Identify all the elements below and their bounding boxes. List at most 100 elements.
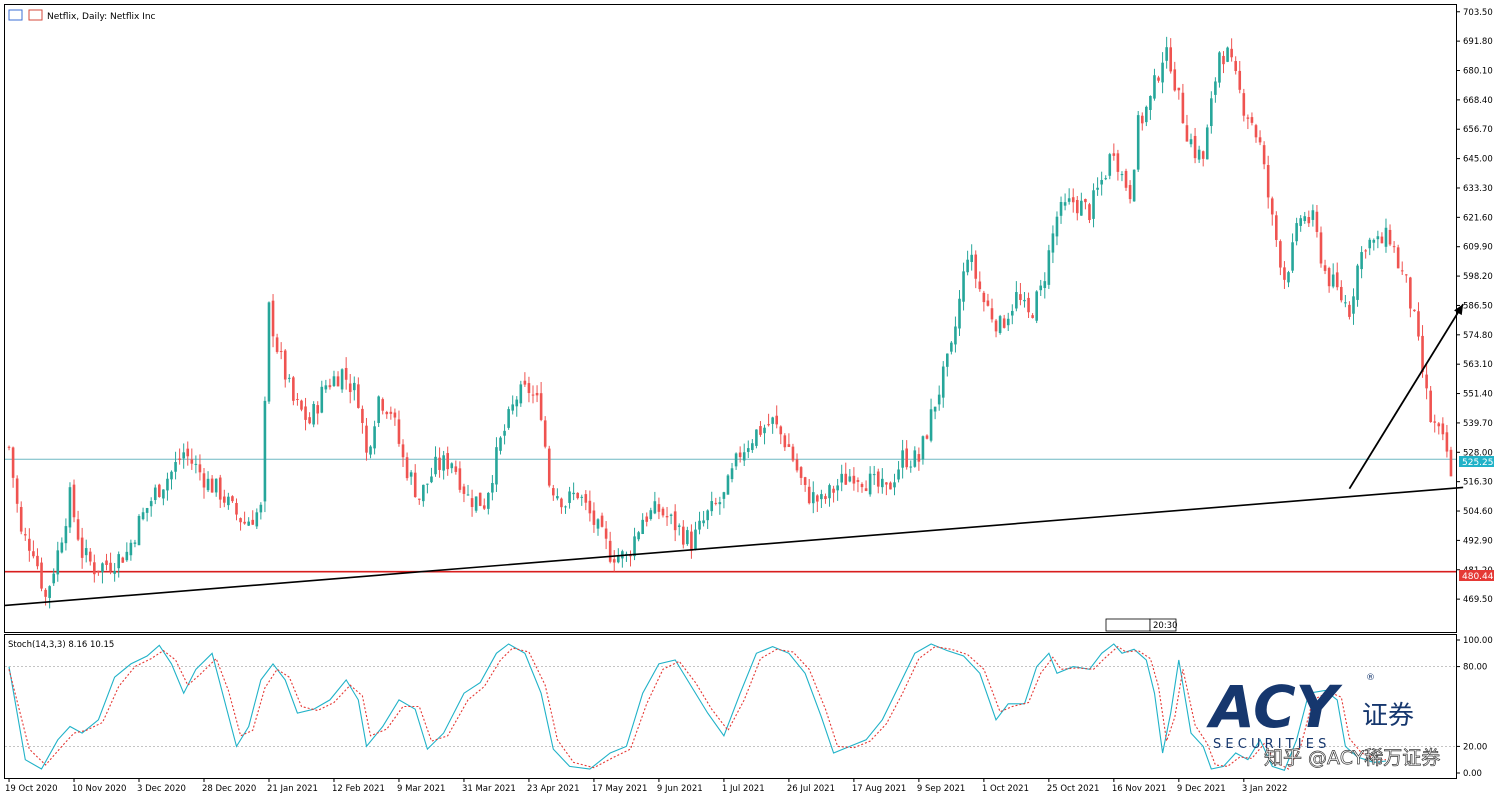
candle-body xyxy=(881,478,884,488)
watermark-registered: ® xyxy=(1366,673,1375,683)
candle-body xyxy=(332,376,336,386)
time-tick-label: 3 Dec 2020 xyxy=(137,784,186,794)
candle-body xyxy=(1096,187,1099,190)
bar-chart-icon[interactable] xyxy=(28,9,43,21)
candle-body xyxy=(15,478,19,504)
candle-body xyxy=(921,436,925,460)
candle-body xyxy=(1425,374,1428,389)
candle-body xyxy=(596,519,600,529)
candle-body xyxy=(251,519,255,525)
candle-body xyxy=(1364,250,1367,252)
candle-body xyxy=(645,516,649,522)
candle-body xyxy=(125,551,129,561)
time-tick-label: 31 Mar 2021 xyxy=(462,784,516,794)
candle-body xyxy=(978,281,982,290)
trendline xyxy=(4,486,1464,607)
candle-body xyxy=(1238,70,1242,90)
candle-body xyxy=(746,448,750,452)
candle-body xyxy=(1392,246,1396,248)
candle-body xyxy=(1348,304,1351,317)
candle-body xyxy=(48,586,51,598)
candle-body xyxy=(129,542,133,556)
candle-body xyxy=(1295,223,1298,242)
candle-body xyxy=(864,488,868,491)
candle-body xyxy=(162,489,165,499)
candle-body xyxy=(649,510,653,520)
candle-body xyxy=(153,487,157,501)
candle-body xyxy=(93,562,96,575)
candle-body xyxy=(1299,218,1302,226)
candle-body xyxy=(202,473,206,488)
candle-body xyxy=(36,555,39,567)
time-tick-label: 16 Nov 2021 xyxy=(1112,784,1166,794)
candle-body xyxy=(373,426,376,449)
candle-body xyxy=(665,516,669,518)
candle-body xyxy=(263,400,267,502)
grid-menu-icon[interactable] xyxy=(8,9,23,21)
candle-body xyxy=(23,534,27,536)
candle-body xyxy=(779,426,783,435)
candle-body xyxy=(417,498,421,500)
candle-body xyxy=(694,529,697,550)
candle-body xyxy=(369,446,372,455)
candle-body xyxy=(1262,145,1266,165)
candle-body xyxy=(1120,174,1124,176)
candle-body xyxy=(832,488,835,493)
candle-body xyxy=(515,399,519,407)
candle-body xyxy=(206,478,210,491)
candle-body xyxy=(1027,297,1030,313)
price-tick-label: 680.10 xyxy=(1463,67,1493,77)
candle-body xyxy=(1319,232,1323,264)
candle-body xyxy=(641,519,644,534)
candle-body xyxy=(52,573,56,584)
candle-body xyxy=(868,473,872,495)
candle-body xyxy=(771,417,774,424)
candle-body xyxy=(482,505,486,509)
candle-body xyxy=(929,409,933,441)
candle-body xyxy=(1433,421,1437,423)
candle-body xyxy=(1136,115,1140,170)
candle-body xyxy=(824,496,827,500)
price-tick-label: 621.60 xyxy=(1463,213,1493,223)
candle-body xyxy=(1311,210,1315,220)
candle-body xyxy=(673,511,677,531)
current-price-box xyxy=(1459,456,1494,467)
candle-body xyxy=(357,384,360,408)
candle-body xyxy=(287,377,291,379)
candle-body xyxy=(1344,302,1347,304)
candle-body xyxy=(1413,309,1416,312)
candle-body xyxy=(72,484,76,518)
candle-body xyxy=(1275,215,1278,240)
candle-body xyxy=(1043,281,1047,288)
candle-body xyxy=(397,419,401,444)
time-tick-label: 1 Oct 2021 xyxy=(982,784,1029,794)
candle-body xyxy=(1409,277,1412,309)
candle-body xyxy=(767,424,770,426)
price-tick-label: 504.60 xyxy=(1463,507,1493,517)
time-axis: 19 Oct 2020 10 Nov 2020 3 Dec 2020 28 Dec 2… xyxy=(5,778,1287,794)
candle-body xyxy=(844,473,848,485)
candle-body xyxy=(271,300,275,337)
candle-body xyxy=(876,471,880,487)
support-price-label: 480.44 xyxy=(1462,572,1494,582)
candle-body xyxy=(686,530,689,545)
candle-body xyxy=(174,462,177,472)
candle-body xyxy=(1449,449,1453,477)
candle-body xyxy=(722,492,726,499)
candle-body xyxy=(1242,93,1246,116)
candle-body xyxy=(88,551,92,562)
candle-body xyxy=(1149,96,1152,110)
candle-body xyxy=(1437,423,1441,427)
candle-body xyxy=(1165,47,1168,61)
candle-body xyxy=(795,459,799,471)
candle-body xyxy=(487,493,490,509)
candle-body xyxy=(909,466,913,468)
candle-body xyxy=(560,498,563,508)
candle-body xyxy=(592,510,596,525)
candle-body xyxy=(1015,292,1018,309)
price-tick-label: 551.40 xyxy=(1463,390,1493,400)
candle-body xyxy=(1100,179,1103,185)
candle-body xyxy=(535,392,539,396)
candle-body xyxy=(1234,61,1237,71)
time-tick-label: 23 Apr 2021 xyxy=(527,784,580,794)
